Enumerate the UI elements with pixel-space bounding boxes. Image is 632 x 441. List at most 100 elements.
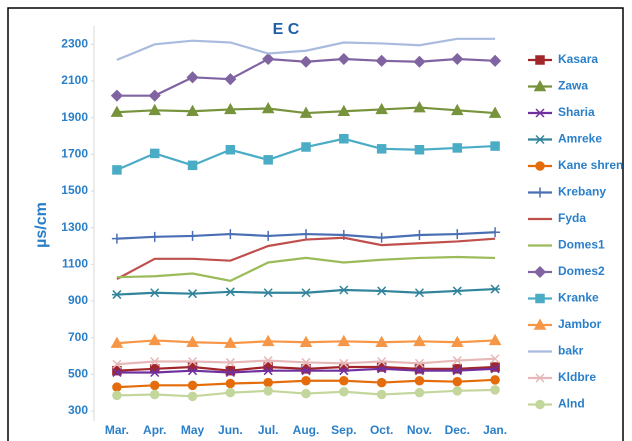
point [451,52,464,66]
point [225,387,236,398]
y-tick-label: 1700 [61,147,88,161]
x-tick-label: May [181,423,205,437]
point [112,165,122,175]
point [376,389,387,400]
point [339,376,349,386]
x-tick-label: Dec. [445,423,470,437]
point [490,284,501,294]
point [377,364,387,374]
point [110,105,124,117]
point [261,101,275,114]
point [414,387,425,398]
point [339,358,349,368]
point [450,103,464,116]
point [299,335,313,347]
point [112,382,122,392]
chart-border [7,7,624,441]
point [490,385,500,395]
point [375,102,388,115]
point [452,286,463,296]
legend-marker [535,108,545,118]
x-tick-label: Mar. [105,423,129,437]
x-tick-label: Oct. [370,423,393,437]
legend-label: Krebany [558,185,606,199]
legend-label: Jambor [558,317,602,331]
point [299,106,313,118]
legend-label: bakr [558,344,584,358]
y-tick-label: 2300 [61,37,88,51]
point [225,229,236,240]
series-line [116,37,496,61]
point [301,142,311,152]
series-line [116,236,496,280]
point [225,145,236,155]
point [148,89,161,102]
point [299,55,313,68]
point [263,356,273,366]
point [149,389,160,400]
legend-marker [535,187,545,198]
point [452,366,462,376]
point [263,288,274,298]
legend-label: Kasara [558,52,598,66]
point [301,357,311,367]
point [301,229,311,240]
point [112,359,122,369]
point [452,229,463,240]
legend-label: Domes2 [558,264,605,278]
x-tick-label: Nov. [407,423,432,437]
point [452,356,462,366]
y-tick-label: 1300 [61,220,88,234]
point [376,232,387,243]
legend-marker [535,134,545,145]
point [452,386,463,396]
point [375,54,388,67]
point [149,288,160,298]
point [452,364,463,374]
point [188,356,198,367]
legend-marker [535,399,545,410]
point [188,366,198,376]
point [262,52,275,66]
point [225,367,235,378]
legend-marker [533,318,547,330]
point [187,230,198,241]
point [149,380,160,391]
point [111,233,122,244]
point [413,101,426,113]
legend-label: Domes1 [558,238,605,252]
legend-label: Amreke [558,132,602,146]
point [263,230,274,241]
legend-marker [535,161,545,171]
series-line [116,255,496,282]
legend-marker [533,79,547,92]
point [263,155,273,165]
point [376,377,387,388]
point [150,356,160,367]
point [337,334,351,347]
x-tick-label: Jun. [218,423,243,437]
point [112,390,122,401]
legend-label: Zawa [558,79,588,93]
point [450,335,464,347]
point [224,102,237,115]
point [187,391,198,402]
legend-label: Kranke [558,291,599,305]
point [225,378,236,389]
point [225,357,235,367]
point [224,336,237,348]
point [414,376,425,386]
x-tick-label: Apr. [143,423,166,437]
point [187,160,198,171]
point [414,364,425,374]
legend-marker [533,265,547,279]
point [490,141,500,151]
point [149,231,160,242]
x-tick-label: Jan. [483,423,507,437]
point [111,290,122,300]
y-tick-label: 1500 [61,183,88,197]
legend-marker [535,373,545,383]
point [301,388,311,399]
x-tick-label: Aug. [293,423,320,437]
